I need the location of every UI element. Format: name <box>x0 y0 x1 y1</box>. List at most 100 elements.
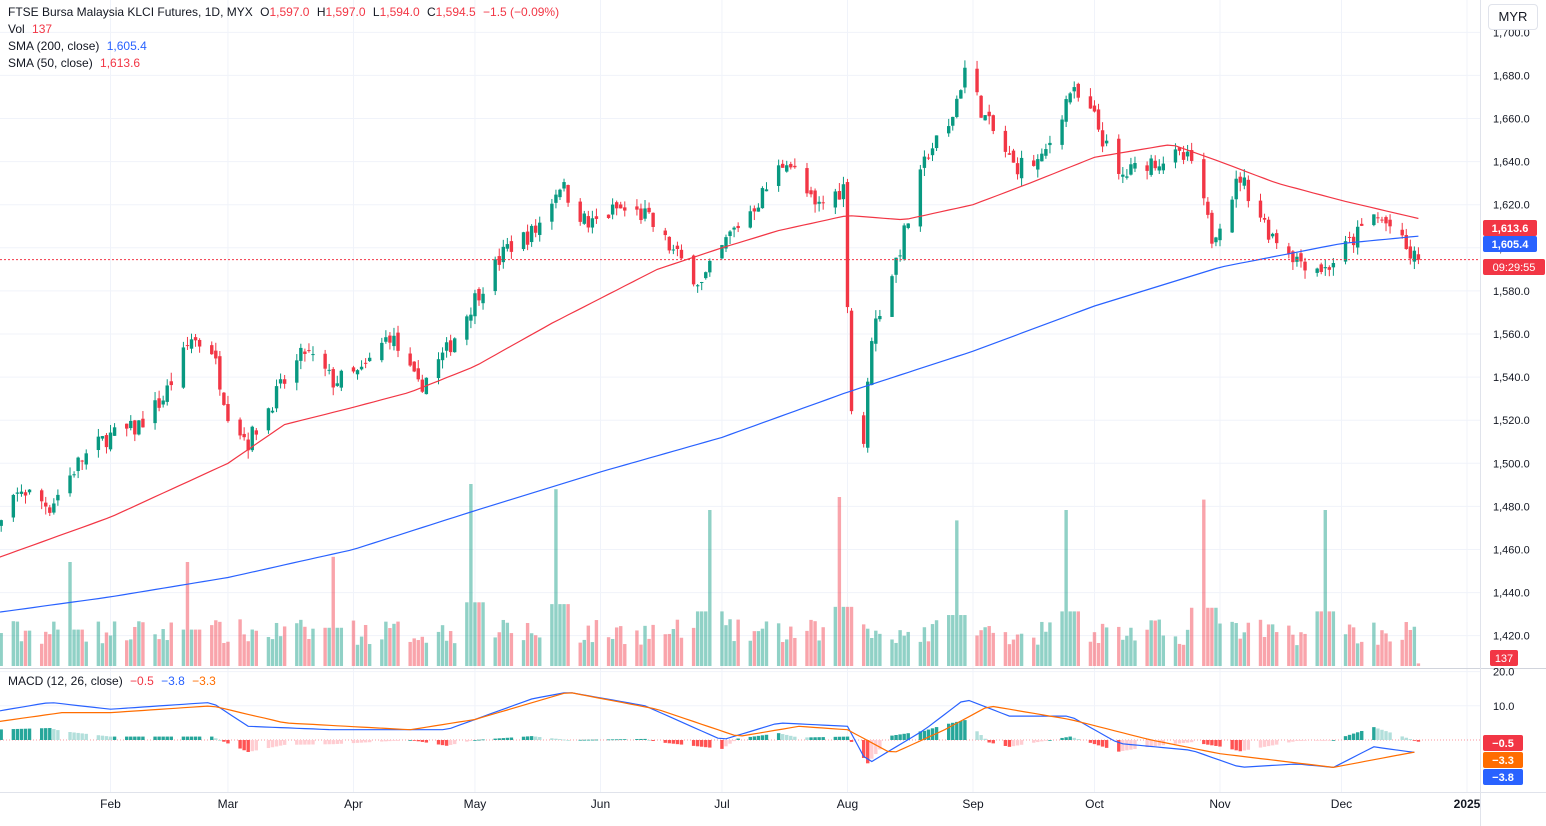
candle-body <box>408 353 412 366</box>
macd-histogram-bar <box>878 740 882 750</box>
candle-body <box>44 502 48 507</box>
volume-bar <box>841 606 846 666</box>
macd-histogram-bar <box>1189 740 1194 743</box>
macd-histogram-bar <box>1327 740 1332 741</box>
candle-body <box>679 249 684 259</box>
candle-body <box>1347 236 1352 238</box>
symbol-legend[interactable]: FTSE Bursa Malaysia KLCI Futures, 1D, MY… <box>8 4 563 21</box>
macd-legend[interactable]: MACD (12, 26, close) −0.5 −3.8 −3.3 <box>8 673 220 690</box>
macd-histogram-bar <box>955 721 959 740</box>
price-axis[interactable]: 1,420.0 1,440.0 1,460.0 1,480.0 1,500.0 1,520… <box>1493 27 1530 642</box>
volume-bar <box>27 630 32 666</box>
candle-body <box>805 168 809 194</box>
sma200-legend[interactable]: SMA (200, close) 1,605.4 <box>8 38 151 55</box>
candle-body <box>193 337 198 341</box>
candle-body <box>700 282 704 284</box>
volume-bar <box>1202 499 1206 666</box>
time-tick-label: 2025 <box>1454 797 1481 811</box>
candle-body <box>1376 217 1380 219</box>
candle-body <box>197 339 202 347</box>
time-tick-label: Nov <box>1209 797 1230 811</box>
macd-histogram-bar <box>493 738 497 740</box>
svg-text:−3.3: −3.3 <box>1492 755 1514 767</box>
candle-body <box>586 216 591 228</box>
candle-body <box>809 190 813 195</box>
macd-histogram-bar <box>525 736 530 740</box>
signal-line <box>0 692 1415 769</box>
candlesticks <box>0 60 1421 532</box>
volume-bar <box>1299 632 1303 666</box>
macd-histogram-bar <box>1355 732 1360 740</box>
volume-bar <box>392 623 396 666</box>
volume-bar <box>129 639 133 666</box>
macd-line-value: −3.8 <box>161 674 185 688</box>
macd-histogram-bar <box>922 730 927 740</box>
volume-bar <box>1145 629 1149 666</box>
macd-histogram-bar <box>695 740 700 747</box>
macd-histogram-bar <box>408 740 412 741</box>
candle-body <box>756 207 761 212</box>
volume-bar <box>197 629 202 666</box>
macd-histogram-bar <box>639 738 643 740</box>
volume-bar <box>153 634 157 666</box>
symbol-title[interactable]: FTSE Bursa Malaysia KLCI Futures, 1D, MY… <box>8 5 253 19</box>
macd-histogram-bar <box>845 736 850 740</box>
candle-body <box>525 231 530 245</box>
macd-histogram-bar <box>813 737 817 740</box>
candle-body <box>558 189 562 198</box>
volume-bar <box>1036 644 1040 666</box>
sma50-legend[interactable]: SMA (50, close) 1,613.6 <box>8 55 144 72</box>
candle-body <box>582 213 586 224</box>
candle-body <box>189 339 194 349</box>
volume-bar <box>586 625 591 666</box>
volume-bar <box>444 640 449 666</box>
price-tick-label: 1,620.0 <box>1493 200 1530 212</box>
volume-bar <box>793 637 797 666</box>
time-tick-label: May <box>464 797 487 811</box>
volume-bar <box>1060 611 1064 666</box>
candle-body <box>635 206 639 210</box>
macd-histogram-bar <box>96 735 101 740</box>
volume-legend[interactable]: Vol 137 <box>8 21 56 38</box>
time-tick-label: Jul <box>714 797 729 811</box>
macd-histogram-bar <box>1206 740 1210 745</box>
candle-body <box>728 231 732 236</box>
candle-body <box>214 350 218 359</box>
time-axis[interactable]: Feb Mar Apr May Jun Jul Aug Sep Oct Nov Dec 2025 <box>100 797 1480 811</box>
price-tick-label: 1,680.0 <box>1493 70 1530 82</box>
candle-body <box>1380 219 1384 221</box>
macd-histogram-bar <box>647 739 651 741</box>
volume-bar <box>1068 611 1072 666</box>
candle-body <box>776 165 781 186</box>
macd-histogram-bar <box>708 740 712 748</box>
svg-text:1,605.4: 1,605.4 <box>1492 239 1530 251</box>
volume-bar <box>189 629 194 666</box>
candle-body <box>327 369 331 371</box>
candle-body <box>108 432 113 450</box>
macd-histogram-bar <box>594 739 599 741</box>
volume-bar <box>878 633 882 666</box>
macd-histogram-bar <box>161 736 165 740</box>
candle-body <box>39 490 44 502</box>
volume-bar <box>23 630 28 666</box>
candle-body <box>619 204 623 209</box>
volume-bar <box>566 604 570 666</box>
volume-bar <box>849 606 854 666</box>
volume-bar <box>469 484 473 666</box>
macd-histogram-bar <box>23 728 28 740</box>
volume-bar <box>56 629 60 666</box>
volume-bar <box>1125 635 1129 666</box>
price-tick-label: 1,520.0 <box>1493 415 1530 427</box>
volume-bar <box>246 641 250 666</box>
macd-axis[interactable]: 10.0 20.0 <box>1493 667 1514 713</box>
macd-histogram-bar <box>1384 731 1388 740</box>
candle-body <box>789 163 793 168</box>
macd-histogram-bar <box>39 728 44 740</box>
macd-histogram-bar <box>979 735 983 740</box>
time-tick-label: Jun <box>591 797 610 811</box>
currency-button[interactable]: MYR <box>1488 4 1538 30</box>
sma200-line <box>0 235 1419 613</box>
candle-body <box>1044 149 1048 156</box>
volume-bar <box>331 556 335 666</box>
